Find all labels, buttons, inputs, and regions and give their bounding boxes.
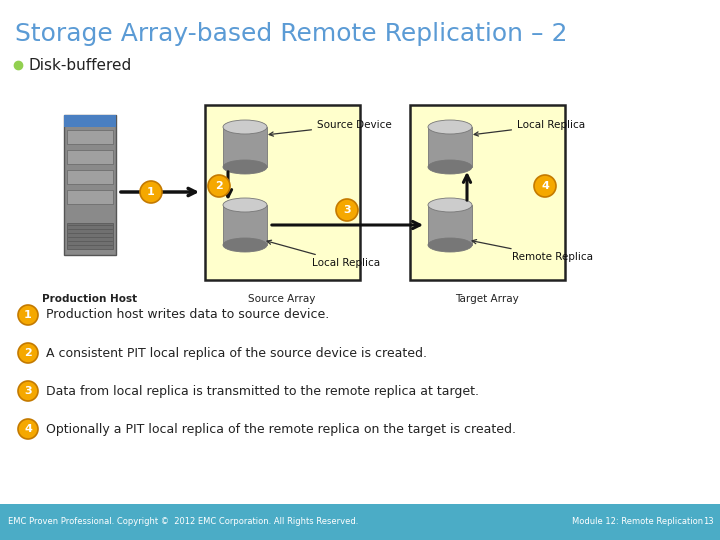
Circle shape [18, 381, 38, 401]
Circle shape [140, 181, 162, 203]
Bar [64, 115, 116, 255]
Bar [67, 150, 113, 164]
Ellipse shape [428, 160, 472, 174]
Bar [67, 130, 113, 144]
Bar [67, 170, 113, 184]
Text: Target Array: Target Array [455, 294, 519, 304]
Bar [64, 115, 116, 127]
Bar [223, 127, 267, 167]
Bar [223, 205, 267, 245]
Text: Remote Replica: Remote Replica [472, 240, 593, 262]
Ellipse shape [223, 198, 267, 212]
Ellipse shape [223, 120, 267, 134]
Bar [67, 190, 113, 204]
Bar [410, 105, 565, 280]
Circle shape [18, 419, 38, 439]
Text: Production Host: Production Host [42, 294, 138, 304]
Text: Optionally a PIT local replica of the remote replica on the target is created.: Optionally a PIT local replica of the re… [46, 422, 516, 435]
Text: 13: 13 [703, 517, 714, 526]
Text: Disk-buffered: Disk-buffered [29, 57, 132, 72]
Ellipse shape [428, 238, 472, 252]
Text: 4: 4 [541, 181, 549, 191]
Circle shape [534, 175, 556, 197]
Text: Data from local replica is transmitted to the remote replica at target.: Data from local replica is transmitted t… [46, 384, 479, 397]
Text: Storage Array-based Remote Replication – 2: Storage Array-based Remote Replication –… [15, 22, 567, 46]
Text: Source Device: Source Device [269, 120, 392, 136]
Bar [67, 223, 113, 249]
Text: 2: 2 [215, 181, 223, 191]
Text: Module 12: Remote Replication: Module 12: Remote Replication [572, 517, 703, 526]
Ellipse shape [428, 120, 472, 134]
Bar [428, 205, 472, 245]
Text: A consistent PIT local replica of the source device is created.: A consistent PIT local replica of the so… [46, 347, 427, 360]
Text: 2: 2 [24, 348, 32, 358]
Ellipse shape [223, 238, 267, 252]
Circle shape [336, 199, 358, 221]
Text: 1: 1 [147, 187, 155, 197]
Bar [428, 127, 472, 167]
Text: 1: 1 [24, 310, 32, 320]
Circle shape [18, 305, 38, 325]
Text: Production host writes data to source device.: Production host writes data to source de… [46, 308, 329, 321]
Text: Source Array: Source Array [248, 294, 315, 304]
Text: 4: 4 [24, 424, 32, 434]
Circle shape [18, 343, 38, 363]
Ellipse shape [223, 160, 267, 174]
Text: Local Replica: Local Replica [267, 240, 380, 268]
Circle shape [208, 175, 230, 197]
Text: EMC Proven Professional. Copyright ©  2012 EMC Corporation. All Rights Reserved.: EMC Proven Professional. Copyright © 201… [8, 517, 359, 526]
Text: Local Replica: Local Replica [474, 120, 585, 136]
Bar [205, 105, 360, 280]
Text: 3: 3 [24, 386, 32, 396]
Bar [0, 504, 720, 540]
Text: 3: 3 [343, 205, 351, 215]
Ellipse shape [428, 198, 472, 212]
